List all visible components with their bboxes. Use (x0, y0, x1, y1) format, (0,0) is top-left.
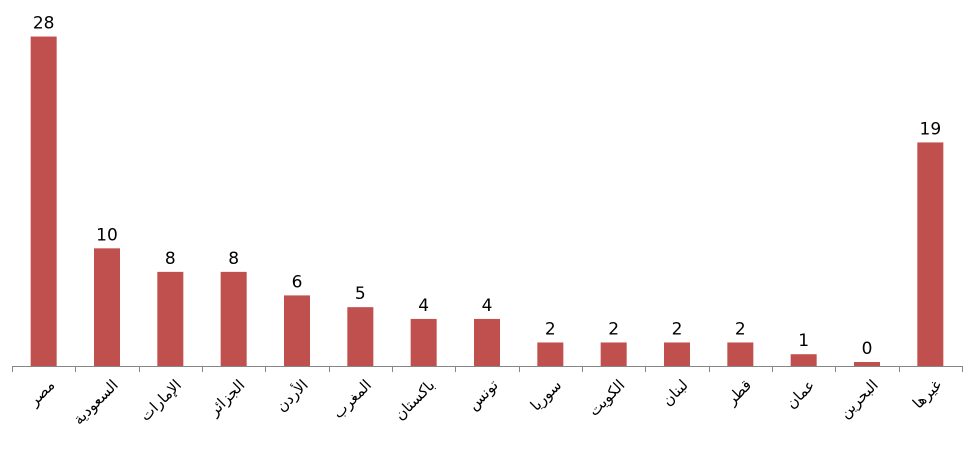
data-label: 4 (482, 296, 493, 316)
category-label: سوريا (527, 376, 565, 414)
data-label: 28 (33, 14, 55, 34)
data-label: 5 (355, 284, 366, 304)
category-label: مصر (24, 376, 58, 410)
data-label: 10 (96, 225, 118, 245)
data-label: 2 (608, 319, 619, 339)
bar (220, 271, 247, 366)
bar (347, 307, 374, 366)
bar (30, 36, 57, 367)
x-axis (12, 366, 963, 372)
bars-layer (30, 36, 944, 367)
bar (410, 318, 437, 366)
bar (537, 342, 564, 366)
bar (600, 342, 627, 366)
data-label: 6 (292, 272, 303, 292)
bar (474, 318, 500, 366)
category-label: الأردن (272, 375, 312, 415)
bar (854, 362, 880, 366)
category-label: الجزائر (204, 376, 248, 420)
category-label: قطر (722, 376, 755, 409)
data-label: 8 (228, 249, 239, 269)
bar (157, 271, 184, 366)
bar (664, 342, 690, 366)
category-label: السعودية (69, 376, 121, 428)
category-label: باكستان (391, 376, 439, 424)
category-label: الإمارات (136, 376, 185, 425)
bar (917, 142, 944, 366)
data-label: 19 (920, 119, 942, 139)
bar (284, 295, 310, 366)
data-label: 2 (672, 319, 683, 339)
category-label: غيرها (909, 376, 945, 412)
bar (727, 342, 754, 366)
category-label: تونس (464, 376, 502, 414)
category-label: المغرب (329, 376, 375, 422)
data-label: 0 (862, 339, 873, 359)
data-label: 4 (418, 296, 429, 316)
category-labels: مصر السعودية الإمارات الجزائر الأردن المغرب با… (24, 375, 945, 428)
data-label: 1 (798, 331, 809, 351)
category-label: لبنان (658, 376, 691, 409)
bar (94, 248, 120, 366)
category-label: البحرين (836, 376, 882, 422)
data-label: 8 (165, 249, 176, 269)
bar (790, 354, 817, 366)
data-label: 2 (545, 319, 556, 339)
category-label: عمان (782, 376, 818, 412)
category-label: الكويت (585, 376, 629, 420)
data-label: 2 (735, 319, 746, 339)
